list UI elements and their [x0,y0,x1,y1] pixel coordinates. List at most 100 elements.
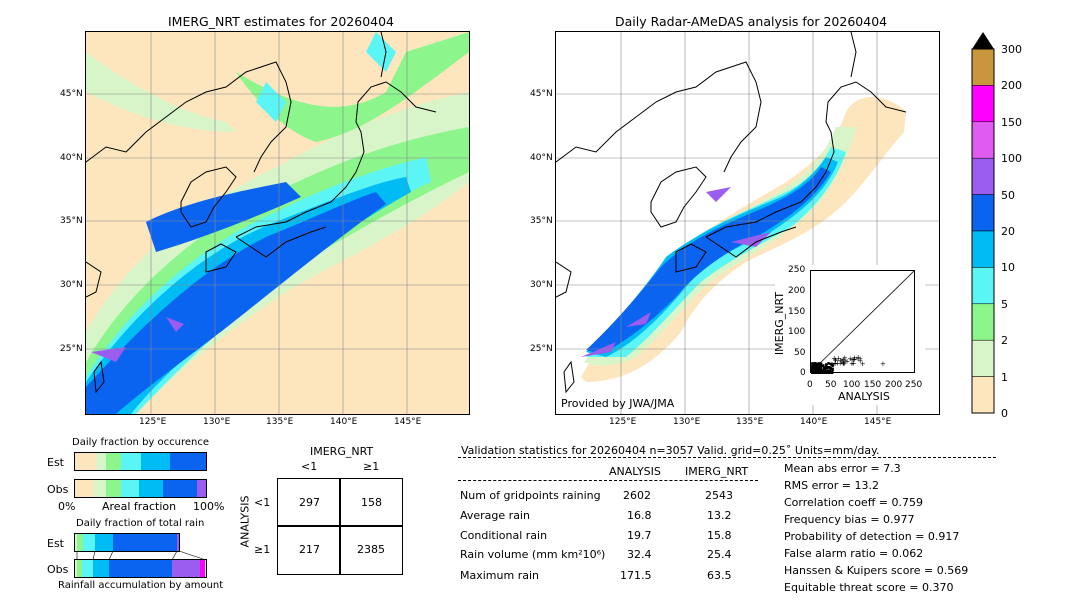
stats-row-imerg-2: 15.8 [707,529,732,542]
scatter-ytick-200: 200 [788,286,806,296]
scatter-point [818,365,821,368]
colorbar-cell [971,121,995,159]
scatter-point [821,364,824,367]
scatter-point [815,371,818,374]
scatter-point [831,367,834,370]
contingency-value-a: 297 [299,496,320,509]
scatter-point [829,362,832,365]
amount-obs-label: Obs [47,563,69,576]
scatter-point [817,362,820,365]
scatter-point [821,370,824,373]
scatter-point: + [860,360,866,368]
colorbar-label-10: 10 [1001,261,1015,274]
scatter-point [812,365,815,368]
scatter-point [815,365,818,368]
stats-row-analysis-0: 2602 [623,489,651,502]
occurrence-obs-bar [74,479,207,498]
scatter-point: + [841,356,847,364]
scatter-point [826,370,829,373]
scatter-point [829,371,832,374]
scatter-point [814,370,817,373]
scatter-point [817,368,819,371]
scatter-point [811,362,813,365]
contingency-cell-b [339,478,403,527]
scatter-point [824,365,827,368]
scatter-point [824,369,827,372]
scatter-point [820,363,822,366]
scatter-point [814,363,817,366]
left-lon-label-140: 140°E [330,417,358,427]
scatter-point: + [841,359,847,367]
scatter-point [831,363,834,366]
contingency-col-lt: <1 [301,460,318,473]
scatter-point: + [836,355,842,363]
scatter-point [827,362,830,365]
left-lat-label-45: 45°N [60,89,83,99]
contingency-col-ge: ≥1 [363,460,380,473]
colorbar-label-5: 5 [1001,298,1008,311]
amount-footer: Rainfall accumulation by amount [58,580,224,591]
scatter-point [811,365,813,368]
stats-score-2: Correlation coeff = 0.759 [784,496,923,509]
scatter-point: + [880,360,886,368]
scatter-point: + [833,356,839,364]
contingency-row-lt: <1 [254,496,271,509]
right-lon-label-125: 125°E [609,417,637,427]
colorbar-cell [971,376,995,414]
right-lat-label-25: 25°N [530,344,553,354]
contingency-value-d: 2385 [357,543,385,556]
scatter-point: + [842,357,848,365]
contingency-col-title: IMERG_NRT [310,445,374,458]
stats-row-label-4: Maximum rain [460,569,539,582]
scatter-point [822,372,825,374]
right-map-coastlines [556,32,907,394]
scatter-point [813,368,815,371]
right-lat-label-35: 35°N [530,216,553,226]
stats-score-1: RMS error = 13.2 [784,479,879,492]
colorbar-label-0: 0 [1001,407,1008,420]
scatter-xtick-200: 200 [885,380,903,390]
scatter-point [828,370,831,372]
scatter-plot: +++++++++++ +++ ++ ++ + +++++ ++ + ++ ++ [810,270,916,374]
occurrence-est-bar [74,452,207,471]
occurrence-axis-left: 0% [58,500,76,513]
stats-row-imerg-3: 25.4 [707,548,732,561]
stats-row-imerg-0: 2543 [705,489,733,502]
scatter-xtick-100: 100 [843,380,861,390]
scatter-ytick-0: 0 [800,368,806,378]
scatter-point: + [840,360,846,368]
right-lon-label-135: 135°E [736,417,764,427]
scatter-point: + [840,357,846,365]
occurrence-title: Daily fraction by occurence [72,437,210,448]
left-map-title: IMERG_NRT estimates for 20260404 [168,14,395,29]
scatter-xtick-50: 50 [825,380,837,390]
scatter-point: + [838,357,844,365]
right-map-title: Daily Radar-AMeDAS analysis for 20260404 [615,14,888,29]
scatter-point: + [832,356,838,364]
colorbar-label-1: 1 [1001,371,1008,384]
scatter-ylabel: IMERG_NRT [773,291,787,356]
stats-score-5: False alarm ratio = 0.062 [784,547,924,560]
amount-est-label: Est [47,537,64,550]
left-lat-label-30: 30°N [60,280,83,290]
scatter-point: + [842,354,848,362]
right-lat-label-45: 45°N [530,89,553,99]
stats-col-analysis: ANALYSIS [609,465,661,478]
contingency-row-title: ANALYSIS [238,495,252,548]
occurrence-axis-mid: Areal fraction [102,500,177,513]
left-lat-label-40: 40°N [60,153,83,163]
amount-est-bar [74,533,180,552]
amount-title: Daily fraction of total rain [76,518,205,529]
scatter-point [823,366,826,369]
scatter-point: + [837,357,843,365]
right-lon-label-145: 145°E [864,417,892,427]
contingency-row-ge: ≥1 [254,543,271,556]
right-lon-label-130: 130°E [673,417,701,427]
right-map: Provided by JWA/JMA [555,31,940,415]
scatter-point [831,370,834,373]
stats-row-imerg-1: 13.2 [707,509,732,522]
stats-score-6: Hanssen & Kuipers score = 0.569 [784,564,969,577]
scatter-point: + [844,358,850,366]
left-lon-label-130: 130°E [203,417,231,427]
scatter-ytick-150: 150 [788,307,806,317]
